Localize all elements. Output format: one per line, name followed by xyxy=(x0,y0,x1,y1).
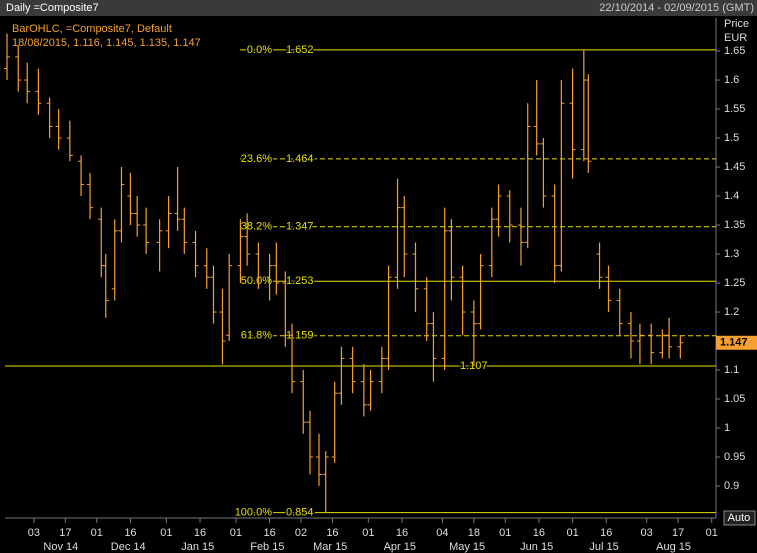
month-label: Apr 15 xyxy=(384,541,416,553)
level-value: 1.652 xyxy=(286,44,314,56)
x-tick-label: 03 xyxy=(641,527,653,539)
y-unit: EUR xyxy=(724,32,747,44)
y-tick-label: 1 xyxy=(724,422,730,434)
x-tick-label: 02 xyxy=(295,527,307,539)
header-bar xyxy=(0,0,757,16)
y-tick-label: 1.55 xyxy=(724,103,745,115)
x-tick-label: 01 xyxy=(706,527,718,539)
x-tick-label: 16 xyxy=(533,527,545,539)
y-tick-label: 1.35 xyxy=(724,219,745,231)
x-tick-label: 01 xyxy=(160,527,172,539)
x-tick-label: 03 xyxy=(28,527,40,539)
y-tick-label: 1.3 xyxy=(724,248,739,260)
x-tick-label: 16 xyxy=(396,527,408,539)
auto-button[interactable] xyxy=(723,510,756,526)
level-pct: 100.0% xyxy=(235,507,273,519)
month-label: Jan 15 xyxy=(181,541,214,553)
y-tick-label: 1.05 xyxy=(724,393,745,405)
x-tick-label: 16 xyxy=(194,527,206,539)
x-tick-label: 01 xyxy=(566,527,578,539)
month-label: Jun 15 xyxy=(520,541,553,553)
y-tick-label: 1.1 xyxy=(724,364,739,376)
y-tick-label: 1.25 xyxy=(724,277,745,289)
x-tick-label: 16 xyxy=(326,527,338,539)
x-tick-label: 16 xyxy=(263,527,275,539)
y-label: Price xyxy=(724,18,749,30)
month-label: Aug 15 xyxy=(656,541,691,553)
legend-values: 18/08/2015, 1.116, 1.145, 1.135, 1.147 xyxy=(12,37,201,49)
level-value: 0.854 xyxy=(286,507,314,519)
level-pct: 50.0% xyxy=(241,275,272,287)
y-tick-label: 1.2 xyxy=(724,306,739,318)
legend: BarOHLC, =Composite7, Default xyxy=(12,23,172,35)
x-tick-label: 18 xyxy=(468,527,480,539)
x-tick-label: 01 xyxy=(362,527,374,539)
x-tick-label: 17 xyxy=(672,527,684,539)
month-label: Mar 15 xyxy=(313,541,347,553)
month-label: May 15 xyxy=(449,541,485,553)
y-tick-label: 1.65 xyxy=(724,45,745,57)
month-label: Dec 14 xyxy=(111,541,146,553)
level-pct: 23.6% xyxy=(241,153,272,165)
y-tick-label: 1.4 xyxy=(724,190,739,202)
level-value: 1.464 xyxy=(286,153,314,165)
x-tick-label: 01 xyxy=(91,527,103,539)
chart-title: Daily =Composite7 xyxy=(6,2,99,14)
month-label: Feb 15 xyxy=(250,541,284,553)
x-tick-label: 17 xyxy=(59,527,71,539)
auto-button-label: Auto xyxy=(728,512,751,524)
level-value: 1.253 xyxy=(286,275,314,287)
y-tick-label: 0.9 xyxy=(724,480,739,492)
level-pct: 61.8% xyxy=(241,330,272,342)
month-label: Jul 15 xyxy=(589,541,618,553)
month-label: Nov 14 xyxy=(43,541,78,553)
x-tick-label: 01 xyxy=(499,527,511,539)
y-tick-label: 1.6 xyxy=(724,74,739,86)
last-price-label: 1.147 xyxy=(720,337,748,349)
last-price-tag xyxy=(716,335,757,350)
x-tick-label: 04 xyxy=(436,527,448,539)
level-value: 1.347 xyxy=(286,221,314,233)
y-tick-label: 1.45 xyxy=(724,161,745,173)
y-tick-label: 1.5 xyxy=(724,132,739,144)
y-tick-label: 0.95 xyxy=(724,451,745,463)
x-tick-label: 01 xyxy=(230,527,242,539)
x-tick-label: 16 xyxy=(124,527,136,539)
date-range: 22/10/2014 - 02/09/2015 (GMT) xyxy=(599,2,754,14)
level-pct: 0.0% xyxy=(247,44,272,56)
level-pct: 38.2% xyxy=(241,221,272,233)
x-tick-label: 16 xyxy=(600,527,612,539)
